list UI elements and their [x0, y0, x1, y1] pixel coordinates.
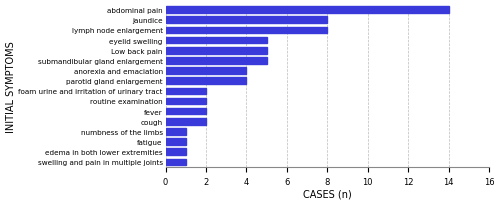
Bar — [166, 118, 206, 125]
Bar — [166, 48, 266, 54]
Bar — [166, 88, 206, 95]
Bar — [166, 7, 449, 14]
Bar — [166, 17, 328, 24]
Bar — [166, 98, 206, 105]
Bar — [166, 108, 206, 115]
Y-axis label: INITIAL SYMPTOMS: INITIAL SYMPTOMS — [6, 41, 16, 132]
X-axis label: CASES (n): CASES (n) — [303, 188, 352, 198]
Bar — [166, 58, 266, 64]
Bar — [166, 38, 266, 44]
Bar — [166, 159, 186, 165]
Bar — [166, 149, 186, 155]
Bar — [166, 28, 328, 34]
Bar — [166, 68, 246, 74]
Bar — [166, 139, 186, 145]
Bar — [166, 78, 246, 85]
Bar — [166, 129, 186, 135]
